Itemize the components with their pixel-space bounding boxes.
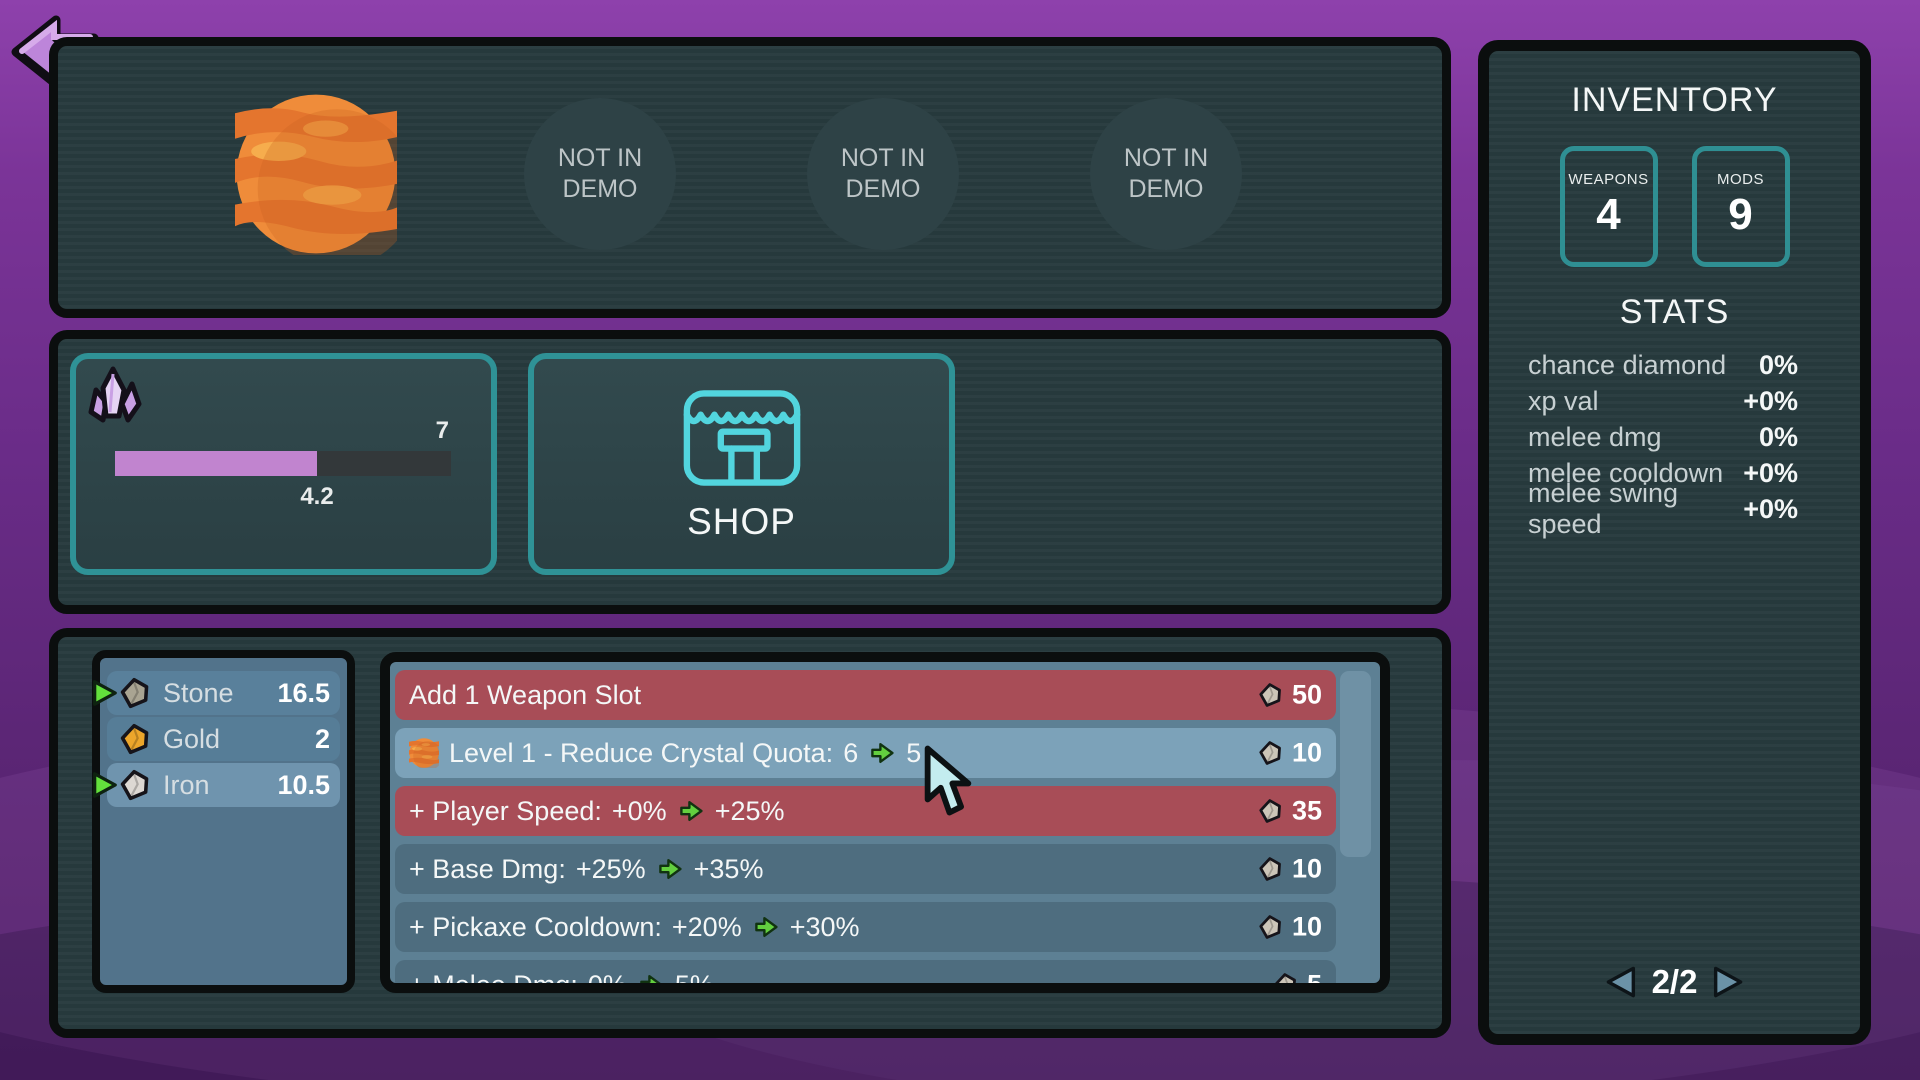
upgrade-from: +25%	[575, 853, 646, 884]
upgrade-price: 10	[1258, 912, 1322, 943]
planet-icon[interactable]	[235, 93, 397, 255]
locked-slot-label: NOT IN DEMO	[1123, 143, 1209, 203]
stat-row-xp-val: xp val +0%	[1528, 385, 1798, 416]
stats-list: chance diamond 0% xp val +0% melee dmg 0…	[1528, 347, 1798, 540]
resource-name: Stone	[163, 677, 234, 708]
upgrades-list: Add 1 Weapon Slot 50 Level 1 - Reduce Cr…	[380, 652, 1390, 993]
resources-upgrades-panel: Stone 16.5 Gold 2 Iron 10.5 Add 1 Weapon…	[49, 628, 1451, 1038]
upgrade-label: + Base Dmg:	[409, 853, 566, 884]
value-change-arrow-icon	[658, 857, 682, 881]
resource-amount: 16.5	[277, 677, 330, 708]
stat-row-chance-diamond: chance diamond 0%	[1528, 349, 1798, 380]
quota-progress-fill	[115, 451, 317, 476]
upgrade-from: +0%	[611, 795, 667, 826]
upgrade-label: + Player Speed:	[409, 795, 602, 826]
upgrade-label: + Pickaxe Cooldown:	[409, 911, 662, 942]
mods-label: MODS	[1717, 171, 1764, 188]
upgrade-label: + Melee Dmg:	[409, 969, 578, 993]
upgrade-to: +30%	[789, 911, 860, 942]
stats-title: STATS	[1619, 293, 1730, 331]
planets-panel: NOT IN DEMO NOT IN DEMO NOT IN DEMO	[49, 37, 1451, 318]
quota-max-value: 7	[435, 417, 449, 444]
upgrade-row-base-dmg[interactable]: + Base Dmg: +25% +35% 10	[395, 844, 1336, 894]
upgrade-row-melee-dmg[interactable]: + Melee Dmg: 0% 5% 5	[395, 960, 1336, 994]
locked-planet-slot-1: NOT IN DEMO	[524, 98, 676, 250]
left-triangle-icon	[1605, 965, 1639, 999]
upgrade-row-player-speed[interactable]: + Player Speed: +0% +25% 35	[395, 786, 1336, 836]
stone-cost-icon	[1258, 857, 1283, 882]
upgrade-from: 0%	[587, 969, 627, 993]
resource-amount: 10.5	[277, 769, 330, 800]
trend-up-icon	[90, 771, 118, 799]
upgrade-to: 5%	[674, 969, 714, 993]
page-prev-button[interactable]	[1605, 965, 1639, 999]
upgrade-to: +25%	[714, 795, 785, 826]
upgrade-row-crystal-quota[interactable]: Level 1 - Reduce Crystal Quota: 6 5 10	[395, 728, 1336, 778]
stone-ore-icon	[119, 677, 151, 709]
upgrade-to: 5	[906, 737, 922, 768]
stone-cost-icon	[1258, 741, 1283, 766]
locked-planet-slot-3: NOT IN DEMO	[1090, 98, 1242, 250]
value-change-arrow-icon	[639, 973, 663, 993]
weapons-label: WEAPONS	[1568, 171, 1649, 188]
trend-up-icon	[90, 679, 118, 707]
locked-slot-label: NOT IN DEMO	[840, 143, 926, 203]
upgrade-price: 5	[1273, 970, 1322, 994]
iron-ore-icon	[119, 769, 151, 801]
inventory-panel: INVENTORY WEAPONS 4 MODS 9 STATS chance …	[1478, 40, 1871, 1045]
upgrade-to: +35%	[693, 853, 764, 884]
upgrade-price: 10	[1258, 854, 1322, 885]
upgrade-label: Level 1 - Reduce Crystal Quota:	[449, 737, 834, 768]
stone-cost-icon	[1258, 799, 1283, 824]
resource-row-iron[interactable]: Iron 10.5	[107, 763, 340, 807]
quota-shop-panel: 7 4.2 SHOP	[49, 330, 1451, 614]
stone-cost-icon	[1273, 973, 1298, 994]
inventory-title: INVENTORY	[1571, 81, 1778, 119]
stat-row-melee-dmg: melee dmg 0%	[1528, 421, 1798, 452]
upgrade-price: 10	[1258, 738, 1322, 769]
inventory-cards: WEAPONS 4 MODS 9	[1489, 146, 1860, 267]
stone-cost-icon	[1258, 683, 1283, 708]
resource-row-stone[interactable]: Stone 16.5	[107, 671, 340, 715]
gold-ore-icon	[119, 723, 151, 755]
storefront-icon	[678, 385, 806, 491]
resource-name: Gold	[163, 723, 221, 754]
planet-icon-small	[409, 738, 439, 768]
stat-row-melee-cooldown: melee cooldown +0%	[1528, 457, 1798, 488]
upgrade-from: +20%	[671, 911, 742, 942]
page-indicator: 2/2	[1651, 963, 1698, 1000]
upgrade-from: 6	[843, 737, 859, 768]
upgrade-price: 35	[1258, 796, 1322, 827]
upgrade-row-pickaxe-cooldown[interactable]: + Pickaxe Cooldown: +20% +30% 10	[395, 902, 1336, 952]
quota-progress: 7 4.2	[115, 417, 451, 510]
page-next-button[interactable]	[1710, 965, 1744, 999]
weapons-card[interactable]: WEAPONS 4	[1559, 146, 1658, 267]
value-change-arrow-icon	[679, 799, 703, 823]
upgrades-scrollbar[interactable]	[1340, 671, 1371, 857]
resource-amount: 2	[314, 723, 330, 754]
crystal-quota-card: 7 4.2	[70, 353, 497, 575]
value-change-arrow-icon	[870, 741, 894, 765]
right-triangle-icon	[1710, 965, 1744, 999]
resource-name: Iron	[163, 769, 210, 800]
weapons-count: 4	[1596, 190, 1621, 239]
upgrade-price: 50	[1258, 680, 1322, 711]
resources-list: Stone 16.5 Gold 2 Iron 10.5	[92, 650, 355, 993]
stat-row-melee-swing-speed: melee swing speed +0%	[1528, 478, 1798, 539]
stone-cost-icon	[1258, 915, 1283, 940]
mods-card[interactable]: MODS 9	[1691, 146, 1790, 267]
upgrade-label: Add 1 Weapon Slot	[409, 679, 642, 710]
shop-button[interactable]: SHOP	[528, 353, 955, 575]
upgrade-row-weapon-slot[interactable]: Add 1 Weapon Slot 50	[395, 670, 1336, 720]
locked-slot-label: NOT IN DEMO	[557, 143, 643, 203]
shop-label: SHOP	[687, 501, 796, 542]
resource-row-gold[interactable]: Gold 2	[107, 717, 340, 761]
quota-progress-track	[115, 451, 451, 476]
mods-count: 9	[1728, 190, 1753, 239]
inventory-pager: 2/2	[1489, 963, 1860, 1001]
quota-current-value: 4.2	[300, 483, 334, 510]
value-change-arrow-icon	[754, 915, 778, 939]
locked-planet-slot-2: NOT IN DEMO	[807, 98, 959, 250]
